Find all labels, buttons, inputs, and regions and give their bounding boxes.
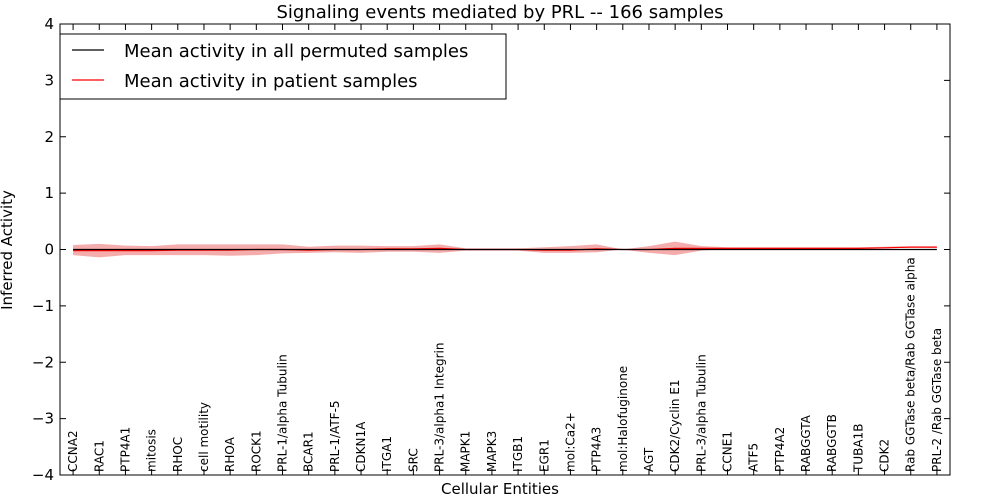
x-category-label: PRL-3/alpha Tubulin (694, 354, 708, 472)
x-category-label: mitosis (145, 429, 159, 472)
legend: Mean activity in all permuted samples Me… (59, 33, 507, 100)
x-category-label: mol:Halofuginone (616, 366, 630, 472)
x-category-label: CDKN1A (354, 421, 368, 472)
x-category-label: RHOA (223, 436, 237, 472)
x-category-label: MAPK1 (459, 431, 473, 472)
plot-area (73, 241, 937, 258)
x-category-label: ROCK1 (249, 430, 263, 472)
chart-title: Signaling events mediated by PRL -- 166 … (276, 2, 723, 23)
y-tick-label: 1 (44, 184, 54, 202)
x-category-label: ITGA1 (380, 436, 394, 472)
y-axis-title: Inferred Activity (0, 190, 16, 310)
x-axis-title: Cellular Entities (441, 480, 559, 498)
y-tick-label: −4 (32, 466, 54, 484)
x-category-label: BCAR1 (302, 431, 316, 472)
x-category-label: PTP4A1 (118, 427, 132, 472)
x-category-label: ATF5 (747, 443, 761, 472)
x-category-label: PRL-2 /Rab GGTase beta (930, 328, 944, 472)
x-category-label: TUBA1B (851, 424, 865, 473)
x-category-label: PRL-1/ATF-5 (328, 400, 342, 472)
x-category-label: MAPK3 (485, 431, 499, 472)
x-category-label: PTP4A2 (773, 427, 787, 472)
x-category-label: Rab GGTase beta/Rab GGTase alpha (904, 257, 918, 472)
y-tick-label: −2 (32, 353, 54, 371)
x-category-label: SRC (406, 448, 420, 472)
x-category-label: CCNA2 (66, 430, 80, 472)
axis-ticks: −4 −3 −2 −1 0 1 2 3 4 CCNA2 RAC1 PTP4A1 mitosis RHOC c… (32, 15, 950, 484)
x-category-label: CCNE1 (721, 431, 735, 472)
x-category-label: RAC1 (92, 440, 106, 472)
legend-label-permuted: Mean activity in all permuted samples (124, 41, 468, 62)
x-category-label: RABGGTB (825, 414, 839, 472)
y-tick-label: −3 (32, 410, 54, 428)
x-category-label: cell motility (197, 402, 211, 472)
y-tick-label: 0 (44, 241, 54, 259)
legend-label-patient: Mean activity in patient samples (124, 71, 418, 92)
legend-box (59, 33, 507, 100)
y-tick-label: 3 (44, 71, 54, 89)
x-category-label: AGT (642, 447, 656, 472)
x-category-label: PRL-1/alpha Tubulin (276, 354, 290, 472)
x-category-label: PRL-3/alpha1 Integrin (433, 343, 447, 473)
x-category-label: RABGGTA (799, 414, 813, 472)
x-category-label: PTP4A3 (590, 427, 604, 472)
x-category-label: ITGB1 (511, 436, 525, 472)
x-category-label: RHOC (171, 437, 185, 472)
x-category-label: EGR1 (537, 439, 551, 472)
y-tick-label: 2 (44, 128, 54, 146)
x-category-label: CDK2/Cyclin E1 (668, 379, 682, 472)
x-category-label: mol:Ca2+ (563, 412, 577, 472)
x-category-label: CDK2 (878, 439, 892, 472)
y-tick-label: −1 (32, 297, 54, 315)
y-tick-label: 4 (44, 15, 54, 33)
